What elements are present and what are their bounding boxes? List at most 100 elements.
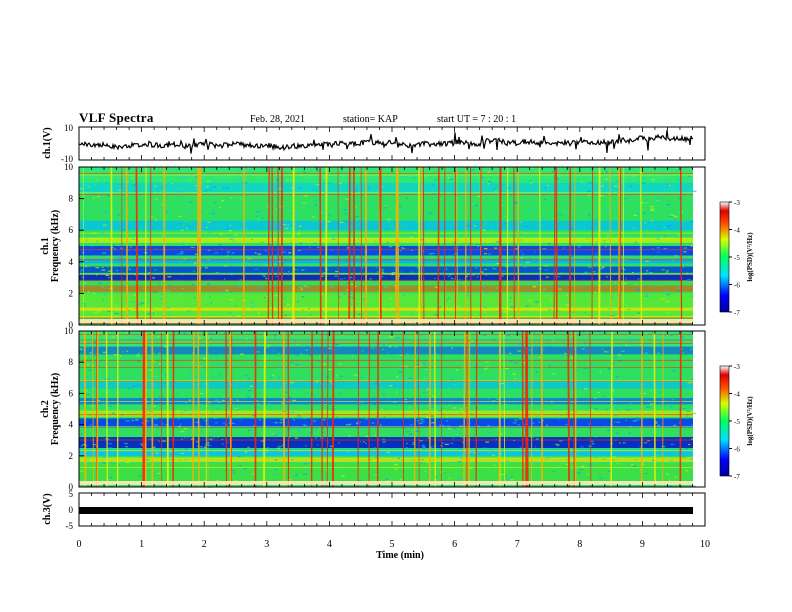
texture-speck [446, 305, 448, 307]
texture-speck [93, 464, 96, 466]
texture-speck [450, 442, 454, 444]
texture-speck [183, 176, 187, 178]
texture-speck [669, 262, 671, 264]
texture-speck [613, 357, 618, 359]
texture-speck [331, 244, 334, 246]
texture-speck [228, 182, 232, 184]
texture-speck [564, 450, 567, 452]
texture-speck [197, 337, 202, 339]
texture-speck [601, 266, 605, 268]
texture-speck [133, 201, 136, 203]
sferic-line [567, 330, 570, 488]
texture-speck [228, 214, 233, 216]
sferic-line [160, 330, 163, 488]
sferic-line [199, 166, 202, 326]
texture-speck [164, 230, 166, 232]
texture-speck [240, 473, 245, 475]
texture-speck [430, 406, 434, 408]
texture-speck [211, 333, 215, 335]
texture-speck [688, 331, 692, 333]
texture-speck [326, 183, 330, 185]
texture-speck [618, 354, 621, 356]
texture-speck [320, 374, 325, 376]
texture-speck [272, 337, 277, 339]
texture-speck [200, 377, 204, 379]
texture-speck [265, 357, 268, 359]
texture-speck [533, 258, 536, 260]
texture-speck [637, 278, 640, 280]
texture-speck [665, 300, 669, 303]
texture-speck [140, 461, 142, 463]
texture-speck [86, 485, 90, 487]
texture-speck [103, 351, 107, 353]
texture-speck [309, 207, 312, 209]
texture-speck [645, 202, 648, 204]
texture-speck [622, 300, 626, 302]
texture-speck [585, 215, 589, 217]
texture-speck [265, 296, 269, 298]
texture-speck [153, 360, 156, 362]
texture-speck [266, 394, 270, 396]
texture-speck [266, 181, 269, 183]
ytick-label: 2 [69, 288, 74, 298]
texture-speck [328, 199, 331, 202]
texture-speck [607, 260, 612, 262]
texture-speck [400, 225, 404, 227]
texture-speck [295, 243, 299, 245]
texture-speck [148, 255, 150, 257]
texture-speck [604, 355, 608, 357]
texture-speck [577, 299, 582, 301]
texture-speck [446, 416, 448, 418]
texture-speck [687, 362, 691, 364]
texture-speck [677, 290, 681, 292]
texture-speck [184, 459, 188, 461]
texture-speck [86, 364, 90, 366]
texture-speck [233, 472, 236, 474]
texture-speck [248, 378, 250, 380]
texture-speck [413, 177, 416, 179]
texture-speck [145, 246, 148, 248]
texture-speck [610, 335, 612, 337]
texture-speck [615, 448, 617, 450]
texture-speck [595, 392, 597, 394]
texture-speck [526, 294, 529, 296]
texture-speck [106, 423, 109, 425]
texture-speck [624, 259, 628, 261]
texture-speck [243, 182, 248, 184]
texture-speck [380, 276, 384, 278]
texture-speck [412, 171, 416, 173]
texture-speck [206, 392, 208, 394]
texture-speck [445, 240, 447, 242]
sferic-line [192, 330, 195, 488]
texture-speck [112, 244, 115, 246]
xtick-label: 4 [327, 539, 332, 550]
texture-speck [592, 271, 596, 273]
texture-speck [391, 457, 395, 459]
texture-speck [554, 265, 556, 267]
sferic-line [135, 166, 139, 326]
sferic-line [376, 330, 379, 488]
texture-speck [222, 186, 224, 188]
texture-speck [500, 204, 503, 206]
texture-speck [154, 418, 158, 420]
texture-speck [285, 368, 288, 370]
texture-speck [413, 355, 415, 357]
texture-speck [243, 453, 247, 455]
texture-speck [595, 361, 598, 363]
texture-speck [416, 221, 421, 223]
texture-speck [398, 173, 400, 175]
texture-speck [591, 455, 595, 457]
texture-speck [248, 175, 253, 177]
xtick-label: 6 [452, 539, 457, 550]
texture-speck [330, 445, 334, 447]
texture-speck [297, 254, 299, 257]
texture-speck [549, 345, 551, 347]
texture-speck [606, 409, 608, 411]
texture-speck [334, 275, 338, 277]
frequency-band [79, 463, 693, 483]
texture-speck [333, 406, 336, 408]
texture-speck [681, 213, 686, 215]
texture-speck [542, 354, 546, 356]
texture-speck [431, 198, 433, 200]
texture-speck [688, 175, 691, 177]
